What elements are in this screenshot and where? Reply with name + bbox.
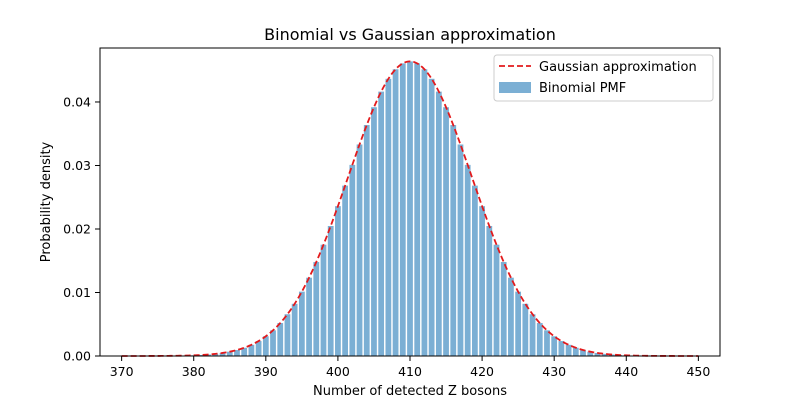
x-axis-label: Number of detected Z bosons [313, 384, 507, 399]
bar-426 [522, 303, 529, 356]
bar-393 [284, 314, 291, 356]
y-tick-label-0: 0.00 [63, 349, 91, 364]
bar-430 [551, 336, 558, 356]
x-tick-label-390: 390 [254, 364, 278, 379]
bar-395 [298, 291, 305, 356]
x-tick-label-370: 370 [110, 364, 134, 379]
x-tick-label-450: 450 [686, 364, 710, 379]
x-tick-label-410: 410 [398, 364, 422, 379]
y-tick-label-3: 0.03 [63, 158, 91, 173]
bar-428 [536, 323, 543, 356]
bar-419 [472, 185, 478, 356]
bar-398 [320, 244, 327, 356]
bar-425 [515, 291, 522, 356]
bar-402 [349, 164, 356, 356]
bar-386 [234, 350, 240, 356]
y-tick-label-1: 0.01 [63, 285, 91, 300]
y-tick-label-4: 0.04 [63, 94, 91, 109]
bar-408 [392, 69, 399, 357]
x-tick-label-400: 400 [326, 364, 350, 379]
bar-405 [371, 107, 377, 356]
bar-400 [335, 206, 341, 356]
bar-series [118, 61, 702, 357]
x-axis: 370 380 390 400 410 420 430 440 450 [110, 356, 710, 379]
bar-394 [291, 303, 298, 356]
bar-390 [262, 336, 269, 356]
bar-417 [457, 144, 464, 356]
bar-406 [378, 91, 385, 356]
x-tick-label-380: 380 [182, 364, 206, 379]
bar-420 [479, 206, 485, 356]
y-tick-label-2: 0.02 [63, 221, 91, 236]
bar-389 [255, 341, 262, 356]
bar-434 [580, 350, 586, 356]
bar-431 [558, 341, 565, 356]
bar-399 [327, 225, 334, 356]
bar-409 [399, 63, 406, 356]
bar-413 [428, 78, 435, 356]
bar-388 [248, 344, 255, 356]
x-tick-label-420: 420 [470, 364, 494, 379]
bar-381 [198, 354, 204, 356]
bar-429 [544, 330, 550, 356]
chart-title: Binomial vs Gaussian approximation [264, 25, 556, 44]
bar-416 [450, 125, 457, 356]
bar-423 [500, 262, 507, 356]
bar-396 [306, 277, 312, 356]
bar-401 [342, 185, 348, 356]
bar-415 [443, 107, 449, 356]
legend: Gaussian approximation Binomial PMF [493, 54, 714, 102]
bar-422 [493, 244, 500, 356]
bar-418 [464, 164, 471, 356]
bar-404 [363, 125, 370, 356]
bar-411 [414, 63, 421, 356]
bar-403 [356, 144, 363, 356]
bar-414 [435, 91, 442, 356]
bar-391 [270, 330, 276, 356]
bar-397 [313, 262, 320, 356]
bar-383 [212, 353, 219, 356]
gaussian-line [121, 60, 699, 357]
x-tick-label-440: 440 [614, 364, 638, 379]
bar-410 [407, 61, 413, 357]
legend-bar-swatch [499, 82, 531, 93]
bar-435 [587, 351, 594, 356]
bar-384 [219, 352, 226, 356]
bar-427 [529, 314, 536, 356]
bar-392 [277, 323, 284, 356]
legend-label-gaussian: Gaussian approximation [539, 60, 697, 75]
y-axis-label: Probability density [39, 141, 54, 262]
bar-437 [601, 353, 608, 356]
bar-412 [421, 69, 428, 357]
bar-385 [226, 351, 233, 356]
bar-436 [594, 352, 601, 356]
bar-432 [565, 344, 572, 356]
y-axis: 0.00 0.01 0.02 0.03 0.04 [63, 94, 100, 364]
bar-433 [572, 347, 579, 356]
bar-421 [486, 225, 493, 356]
legend-box [493, 54, 714, 102]
legend-label-binomial: Binomial PMF [539, 81, 626, 96]
bar-407 [385, 78, 392, 356]
x-tick-label-430: 430 [542, 364, 566, 379]
bar-424 [508, 277, 514, 356]
bar-387 [241, 347, 248, 356]
